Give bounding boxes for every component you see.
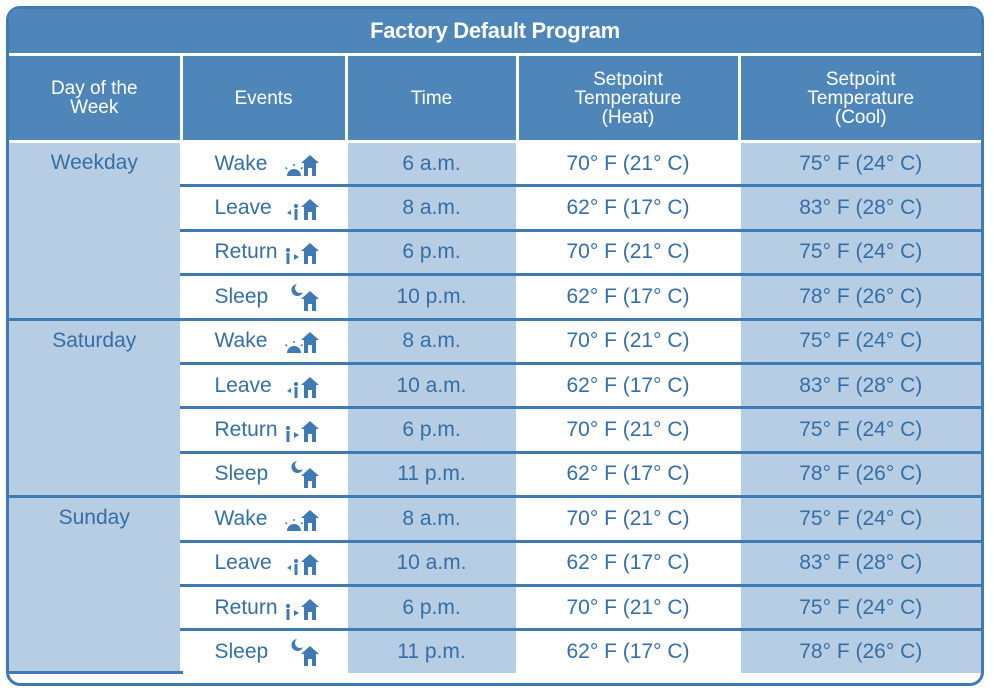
day-cell: Weekday (9, 141, 181, 321)
time-cell: 6 p.m. (344, 407, 517, 454)
table-body: Weekday Wake 6 a.m. 70° F (21° C) 75° F (24°… (9, 141, 981, 675)
time-cell: 10 p.m. (344, 274, 517, 321)
table-row: Return 6 p.m. 70° F (21° C) 75° F (24° C) (9, 407, 981, 454)
cool-setpoint-cell: 75° F (24° C) (737, 585, 981, 632)
wake-icon (279, 150, 319, 178)
event-cell: Sleep (179, 452, 346, 499)
table-row: Return 6 p.m. 70° F (21° C) 75° F (24° C) (9, 585, 981, 632)
day-cell: Saturday (9, 319, 181, 499)
time-cell: 8 a.m. (344, 319, 517, 365)
event-label: Leave (214, 551, 272, 575)
heat-setpoint-cell: 70° F (21° C) (515, 141, 739, 188)
heat-setpoint-cell: 62° F (17° C) (515, 274, 739, 321)
table-title: Factory Default Program (9, 9, 981, 56)
cool-setpoint-cell: 78° F (26° C) (737, 629, 981, 673)
event-cell: Wake (179, 319, 346, 365)
event-cell: Sleep (179, 274, 346, 321)
table-row: Leave 10 a.m. 62° F (17° C) 83° F (28° C) (9, 363, 981, 410)
event-label: Leave (214, 373, 272, 397)
event-label: Sleep (214, 639, 269, 663)
sleep-icon (279, 460, 319, 489)
header-row: Day of the Week Events Time Setpoint Tempe… (9, 56, 981, 143)
return-icon (279, 416, 319, 444)
heat-setpoint-cell: 70° F (21° C) (515, 496, 739, 543)
event-cell: Wake (179, 141, 346, 188)
heat-setpoint-cell: 70° F (21° C) (515, 407, 739, 454)
program-table-frame: Factory Default Program Day of the Week E… (6, 6, 984, 686)
heat-setpoint-cell: 62° F (17° C) (515, 185, 739, 232)
cool-setpoint-cell: 75° F (24° C) (737, 230, 981, 277)
table-row: Saturday Wake 8 a.m. 70° F (21° C) 75° F (24… (9, 319, 981, 499)
time-cell: 11 p.m. (344, 452, 517, 499)
header-day: Day of the Week (9, 56, 181, 143)
cool-setpoint-cell: 78° F (26° C) (737, 452, 981, 499)
heat-setpoint-cell: 70° F (21° C) (515, 585, 739, 632)
leave-icon (279, 372, 319, 400)
cool-setpoint-cell: 75° F (24° C) (737, 319, 981, 365)
header-heat: Setpoint Temperature (Heat) (515, 56, 739, 143)
table-row: Sleep 10 p.m. 62° F (17° C) 78° F (26° C) (9, 274, 981, 321)
time-cell: 8 a.m. (344, 496, 517, 543)
table-row: Leave 8 a.m. 62° F (17° C) 83° F (28° C) (9, 185, 981, 232)
leave-icon (279, 194, 319, 222)
cool-setpoint-cell: 75° F (24° C) (737, 141, 981, 188)
wake-icon (279, 505, 319, 533)
program-table: Day of the Week Events Time Setpoint Tempe… (9, 56, 981, 675)
time-cell: 10 a.m. (344, 363, 517, 410)
event-label: Return (214, 595, 278, 619)
header-time: Time (344, 56, 517, 143)
event-label: Wake (214, 506, 268, 530)
leave-icon (279, 549, 319, 577)
event-cell: Return (179, 585, 346, 632)
cool-setpoint-cell: 83° F (28° C) (737, 185, 981, 232)
table-row: Sleep 11 p.m. 62° F (17° C) 78° F (26° C) (9, 629, 981, 673)
cool-setpoint-cell: 75° F (24° C) (737, 496, 981, 543)
cool-setpoint-cell: 75° F (24° C) (737, 407, 981, 454)
return-icon (279, 594, 319, 622)
header-events: Events (179, 56, 346, 143)
return-icon (279, 238, 319, 266)
event-label: Leave (214, 196, 272, 220)
table-row: Sleep 11 p.m. 62° F (17° C) 78° F (26° C) (9, 452, 981, 499)
event-label: Return (214, 418, 278, 442)
time-cell: 6 p.m. (344, 585, 517, 632)
event-cell: Wake (179, 496, 346, 543)
time-cell: 8 a.m. (344, 185, 517, 232)
event-cell: Return (179, 407, 346, 454)
cool-setpoint-cell: 83° F (28° C) (737, 363, 981, 410)
cool-setpoint-cell: 83° F (28° C) (737, 541, 981, 587)
table-row: Sunday Wake 8 a.m. 70° F (21° C) 75° F (24° … (9, 496, 981, 675)
event-label: Sleep (214, 462, 269, 486)
heat-setpoint-cell: 70° F (21° C) (515, 230, 739, 277)
event-label: Wake (214, 329, 268, 353)
event-label: Sleep (214, 284, 269, 308)
day-cell: Sunday (9, 496, 181, 675)
table-row: Weekday Wake 6 a.m. 70° F (21° C) 75° F (24°… (9, 141, 981, 321)
time-cell: 6 p.m. (344, 230, 517, 277)
table-row: Return 6 p.m. 70° F (21° C) 75° F (24° C) (9, 230, 981, 277)
time-cell: 10 a.m. (344, 541, 517, 587)
event-label: Wake (214, 151, 268, 175)
event-cell: Leave (179, 185, 346, 232)
event-cell: Sleep (179, 629, 346, 673)
time-cell: 6 a.m. (344, 141, 517, 188)
cool-setpoint-cell: 78° F (26° C) (737, 274, 981, 321)
event-cell: Return (179, 230, 346, 277)
heat-setpoint-cell: 62° F (17° C) (515, 629, 739, 673)
event-cell: Leave (179, 363, 346, 410)
header-cool: Setpoint Temperature (Cool) (737, 56, 981, 143)
heat-setpoint-cell: 62° F (17° C) (515, 452, 739, 499)
heat-setpoint-cell: 62° F (17° C) (515, 363, 739, 410)
event-cell: Leave (179, 541, 346, 587)
sleep-icon (279, 638, 319, 666)
table-row: Leave 10 a.m. 62° F (17° C) 83° F (28° C) (9, 541, 981, 587)
heat-setpoint-cell: 62° F (17° C) (515, 541, 739, 587)
heat-setpoint-cell: 70° F (21° C) (515, 319, 739, 365)
event-label: Return (214, 240, 278, 264)
sleep-icon (279, 283, 319, 311)
wake-icon (279, 327, 319, 355)
time-cell: 11 p.m. (344, 629, 517, 673)
